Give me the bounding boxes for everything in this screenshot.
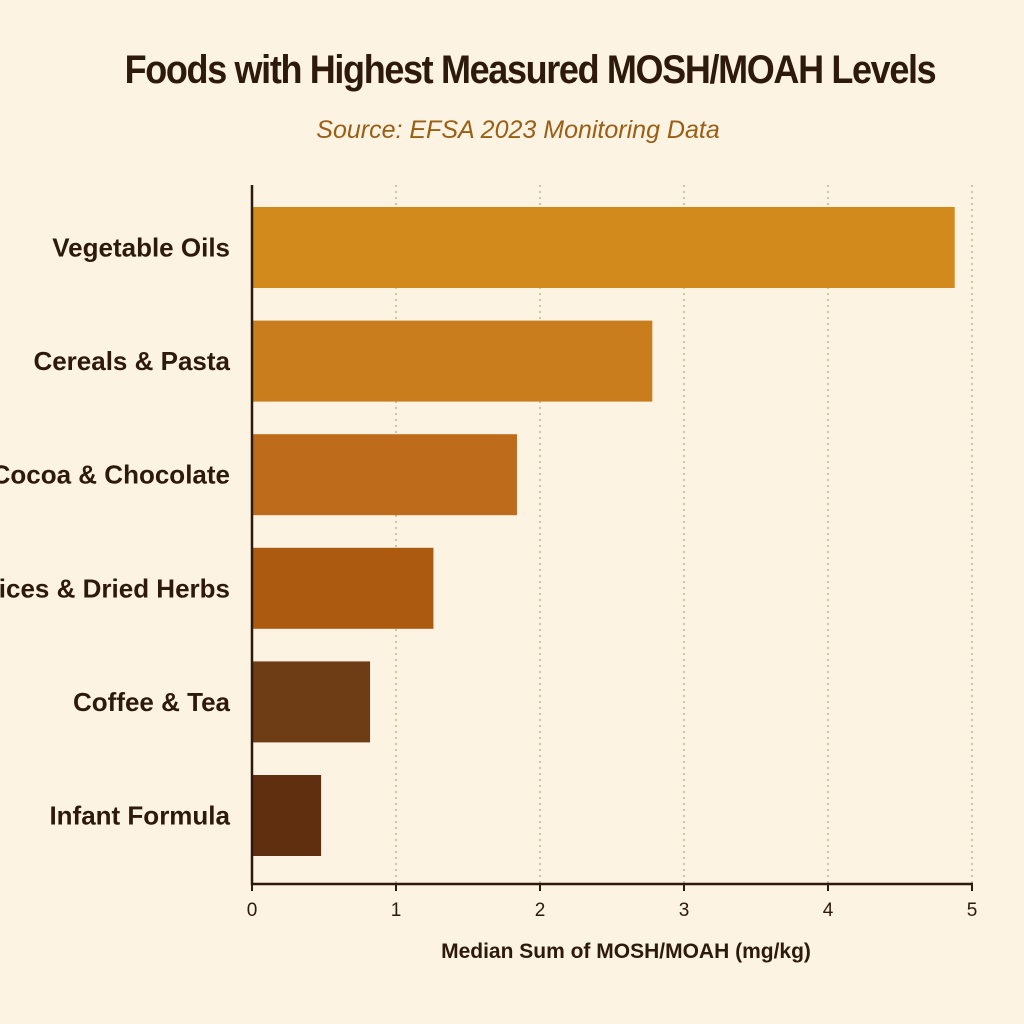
- chart-subtitle: Source: EFSA 2023 Monitoring Data: [316, 116, 720, 144]
- bar: [252, 434, 517, 516]
- x-tick-label: 3: [679, 900, 690, 921]
- x-tick-label: 2: [535, 900, 546, 921]
- category-label: Cereals & Pasta: [33, 346, 230, 376]
- bar: [252, 661, 371, 743]
- category-label: Spices & Dried Herbs: [0, 573, 230, 603]
- x-axis-title: Median Sum of MOSH/MOAH (mg/kg): [441, 940, 811, 963]
- bar: [252, 547, 434, 629]
- bar: [252, 320, 653, 402]
- x-tick-label: 1: [391, 900, 402, 921]
- bar: [252, 775, 322, 856]
- category-label: Infant Formula: [49, 801, 230, 831]
- category-label: Coffee & Tea: [73, 687, 231, 717]
- bar: [252, 207, 955, 288]
- x-tick-label: 5: [967, 900, 978, 921]
- chart-title: Foods with Highest Measured MOSH/MOAH Le…: [124, 48, 937, 92]
- category-label: Cocoa & Chocolate: [0, 460, 230, 490]
- category-label: Vegetable Oils: [52, 233, 230, 263]
- x-tick-label: 0: [247, 900, 258, 921]
- x-tick-label: 4: [823, 900, 834, 921]
